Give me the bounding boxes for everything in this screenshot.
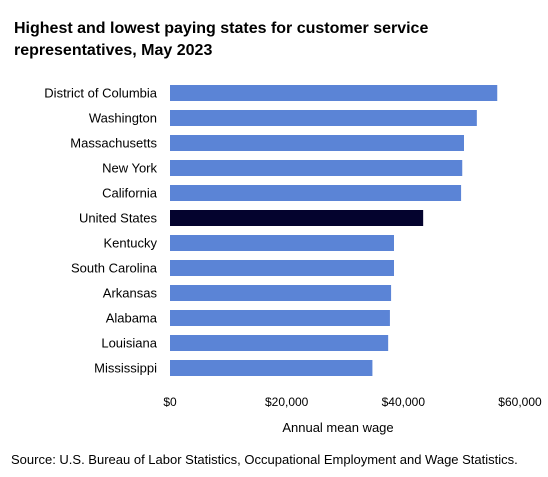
bar-alabama (170, 310, 390, 326)
x-axis-label: Annual mean wage (282, 420, 393, 435)
bar-washington (170, 110, 477, 126)
category-label-new-york: New York (102, 161, 157, 176)
category-label-south-carolina: South Carolina (71, 261, 158, 276)
x-tick-label: $0 (163, 395, 177, 409)
x-tick-label: $60,000 (498, 395, 542, 409)
category-label-kentucky: Kentucky (104, 236, 158, 251)
category-label-alabama: Alabama (106, 311, 158, 326)
bar-louisiana (170, 335, 389, 351)
category-label-united-states: United States (79, 211, 158, 226)
bar-district-of-columbia (170, 85, 498, 101)
source-note: Source: U.S. Bureau of Labor Statistics,… (11, 452, 518, 467)
bar-massachusetts (170, 135, 464, 151)
category-label-washington: Washington (89, 111, 157, 126)
bar-california (170, 185, 462, 201)
category-label-massachusetts: Massachusetts (70, 136, 157, 151)
chart-title: Highest and lowest paying states for cus… (14, 20, 429, 59)
x-tick-label: $40,000 (382, 395, 426, 409)
bar-new-york (170, 160, 463, 176)
bar-united-states (170, 210, 424, 226)
bar-arkansas (170, 285, 392, 301)
category-label-district-of-columbia: District of Columbia (44, 86, 157, 101)
category-label-arkansas: Arkansas (103, 286, 158, 301)
category-label-louisiana: Louisiana (101, 336, 157, 351)
bar-south-carolina (170, 260, 394, 276)
bar-kentucky (170, 235, 394, 251)
category-label-california: California (102, 186, 158, 201)
category-label-mississippi: Mississippi (94, 361, 157, 376)
bar-mississippi (170, 360, 373, 376)
x-tick-label: $20,000 (265, 395, 309, 409)
